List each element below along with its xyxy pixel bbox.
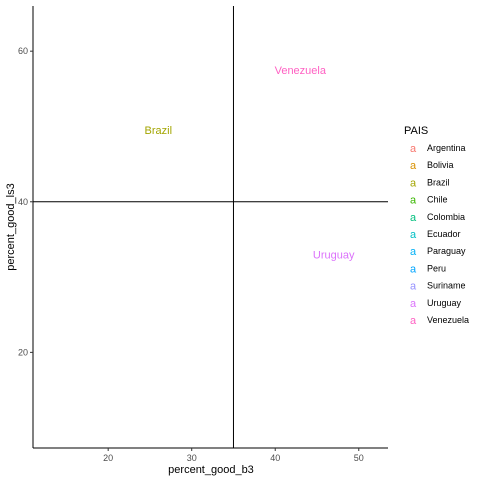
legend-entry-label: Suriname (427, 281, 466, 291)
legend-entry: a Bolivia (410, 160, 454, 172)
y-tick-label: 20 (18, 347, 28, 357)
legend-key-glyph: a (410, 212, 417, 224)
legend-entry-label: Uruguay (427, 298, 462, 308)
point-label: Venezuela (275, 65, 327, 77)
legend-key-glyph: a (410, 246, 417, 258)
x-axis-title: percent_good_b3 (168, 464, 254, 476)
point-labels: Brazil Venezuela Uruguay (145, 65, 355, 261)
legend-key-glyph: a (410, 315, 417, 327)
legend-entry: a Colombia (410, 212, 465, 224)
legend-entry-label: Peru (427, 263, 446, 273)
legend-key-glyph: a (410, 177, 417, 189)
legend-key-glyph: a (410, 229, 417, 241)
y-tick-label: 60 (18, 46, 28, 56)
x-axis-ticks: 20 30 40 50 (103, 448, 364, 463)
y-axis-title: percent_good_ls3 (5, 183, 17, 270)
legend-entry: a Chile (410, 195, 448, 207)
legend-entry: a Paraguay (410, 246, 466, 258)
x-tick-label: 50 (354, 453, 364, 463)
legend-entry: a Venezuela (410, 315, 469, 327)
legend-key-glyph: a (410, 298, 417, 310)
x-tick-label: 20 (103, 453, 113, 463)
reference-lines (33, 6, 388, 448)
legend-entry-label: Venezuela (427, 315, 469, 325)
legend-key-glyph: a (410, 195, 417, 207)
legend-entry: a Ecuador (410, 229, 461, 241)
legend-key-glyph: a (410, 263, 417, 275)
legend-entry: a Argentina (410, 143, 466, 155)
legend-entry-label: Brazil (427, 177, 450, 187)
legend-entry-label: Colombia (427, 212, 465, 222)
y-tick-label: 40 (18, 197, 28, 207)
axes (32, 6, 388, 449)
legend-key-glyph: a (410, 143, 417, 155)
legend-entry: a Suriname (410, 281, 466, 293)
legend-key-glyph: a (410, 281, 417, 293)
legend-key-glyph: a (410, 160, 417, 172)
legend-entry: a Brazil (410, 177, 450, 189)
legend-entry-label: Paraguay (427, 246, 466, 256)
x-tick-label: 40 (270, 453, 280, 463)
legend-title: PAIS (404, 125, 428, 137)
point-label: Uruguay (313, 249, 355, 261)
x-tick-label: 30 (187, 453, 197, 463)
legend-entry-label: Bolivia (427, 160, 454, 170)
legend-entry-label: Ecuador (427, 229, 461, 239)
y-axis-ticks: 20 40 60 (18, 46, 33, 357)
legend-entry: a Uruguay (410, 298, 462, 310)
point-label: Brazil (145, 125, 173, 137)
legend-entry: a Peru (410, 263, 446, 275)
legend-entry-label: Argentina (427, 143, 466, 153)
legend-entry-label: Chile (427, 195, 448, 205)
